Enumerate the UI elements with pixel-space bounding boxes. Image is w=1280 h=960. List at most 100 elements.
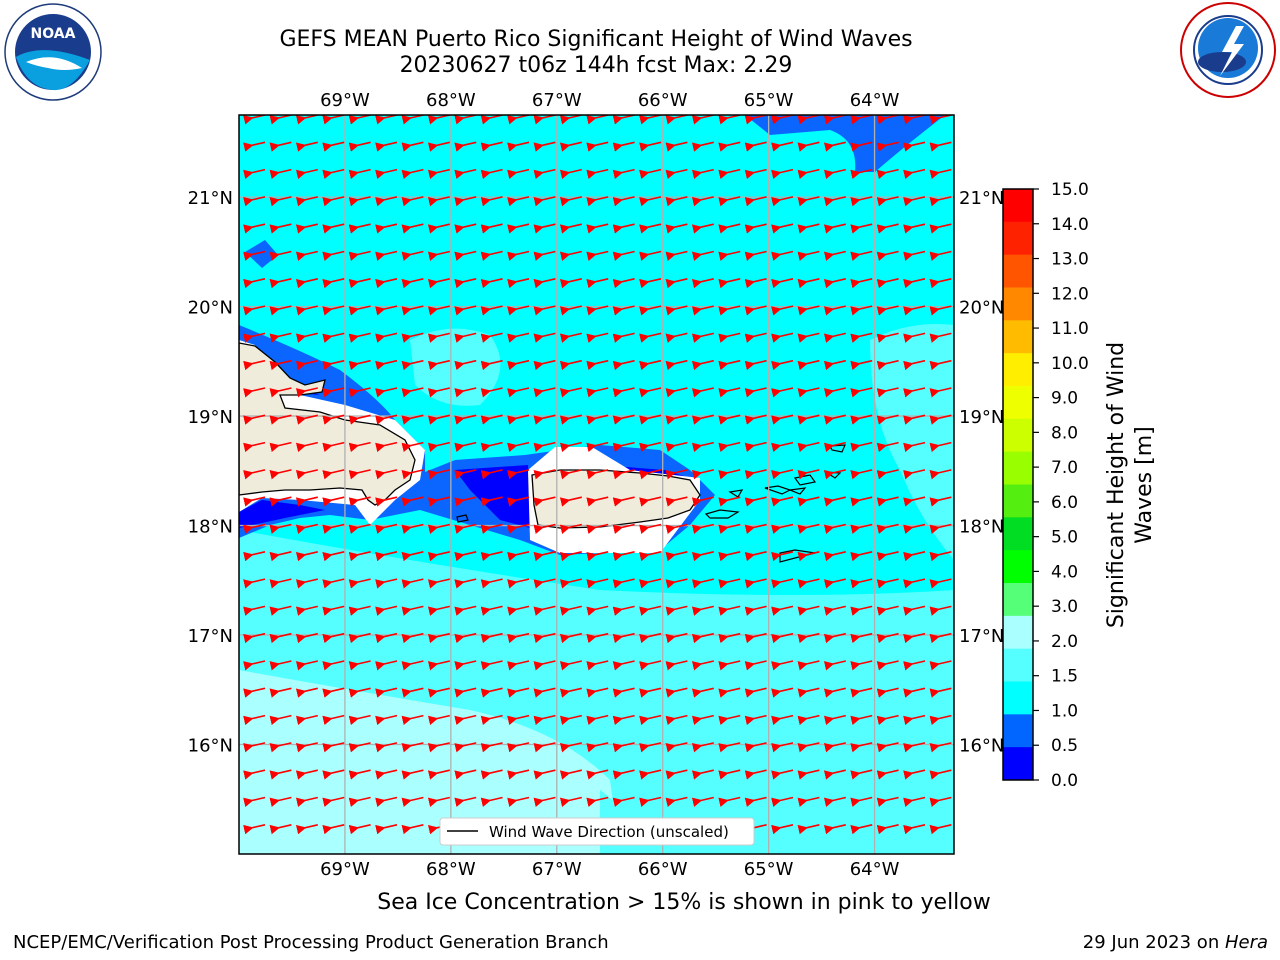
wind-arrow [823,223,846,234]
wind-arrow [903,523,926,534]
wind-arrow [850,496,873,507]
wind-arrow [929,632,952,644]
wind-arrow [691,141,714,152]
wind-arrow [691,332,714,343]
wind-arrow [612,168,635,180]
wind-arrow [243,332,266,343]
wind-arrow [243,196,266,207]
wind-arrow [348,168,371,180]
wind-arrow [243,551,266,562]
wind-arrow [903,496,926,507]
wind-arrow [823,632,846,644]
wind-arrow [454,796,477,807]
wind-arrow [322,824,345,835]
wind-arrow [797,796,820,807]
lon-labels-top: 69°W 68°W 67°W 66°W 65°W 64°W [320,90,900,111]
wind-arrow [480,141,503,152]
lat-label-left: 16°N [188,736,233,757]
wind-arrow [691,551,714,562]
colorbar-tick-label: 14.0 [1051,215,1089,235]
wind-arrow [507,223,530,234]
wind-arrow [401,305,424,316]
wind-arrow [612,632,635,644]
wind-arrow [348,278,371,289]
wind-arrow [929,414,952,425]
colorbar-swatch [1003,615,1033,650]
wind-arrow [322,196,345,207]
wind-arrow [322,223,345,234]
wind-arrow [823,796,846,807]
wind-arrow [744,605,767,616]
wind-arrow [612,223,635,234]
wind-arrow [771,714,794,726]
wind-arrow [269,141,292,152]
wind-arrow [612,523,635,534]
wind-arrow [243,824,266,835]
wind-arrow [507,632,530,644]
wind-wave-direction-arrows [243,115,952,835]
wind-arrow [850,551,873,562]
colorbar-swatch [1003,386,1033,420]
wind-arrow [850,742,873,753]
wind-arrow [427,414,450,425]
wind-arrow [876,605,899,616]
wind-arrow [559,469,582,480]
wind-arrow [348,714,371,726]
colorbar-swatch [1003,747,1033,781]
colorbar-tick-label: 15.0 [1051,180,1089,200]
wind-arrow [559,742,582,753]
wind-arrow [929,141,952,152]
wind-arrow [744,414,767,425]
wind-arrow [586,632,609,644]
wind-arrow [718,359,741,371]
wind-arrow [665,141,688,152]
wind-arrow [665,414,688,425]
colorbar-tick-label: 0.5 [1051,736,1078,756]
wind-arrow [375,141,398,152]
wind-arrow [744,796,767,807]
wind-arrow [744,742,767,753]
wind-arrow [612,278,635,289]
wind-arrow [718,660,741,671]
wind-arrow [929,359,952,371]
wind-arrow [797,223,820,234]
wind-arrow [454,605,477,616]
wind-arrow [401,605,424,616]
lat-label-right: 17°N [959,626,1004,647]
wind-arrow [903,141,926,152]
wind-arrow [295,359,318,371]
wind-arrow [639,414,662,425]
wind-arrow [401,278,424,289]
wind-arrow [929,824,952,835]
wind-arrow [797,578,820,589]
wind-arrow [427,250,450,261]
wind-arrow [269,469,292,480]
wind-arrow [243,496,266,507]
wind-arrow [322,469,345,480]
wind-arrow [718,796,741,807]
wind-arrow [639,250,662,261]
wind-arrow [744,714,767,726]
wind-arrow [903,387,926,398]
wind-arrow [375,687,398,698]
lat-label-right: 18°N [959,517,1004,538]
wind-arrow [586,359,609,371]
wind-arrow [771,332,794,343]
wind-arrow [929,196,952,207]
wind-arrow [797,141,820,152]
wind-arrow [903,578,926,589]
wind-arrow [691,796,714,807]
wind-arrow [401,523,424,534]
wind-arrow [243,278,266,289]
wind-arrow [348,250,371,261]
wind-arrow [771,578,794,589]
wind-arrow [639,332,662,343]
wind-arrow [480,196,503,207]
wind-arrow [454,687,477,698]
wind-arrow [639,278,662,289]
wind-arrow [929,687,952,698]
wind-arrow [850,578,873,589]
wind-arrow [480,496,503,507]
wind-arrow [348,441,371,453]
wind-arrow [427,714,450,726]
